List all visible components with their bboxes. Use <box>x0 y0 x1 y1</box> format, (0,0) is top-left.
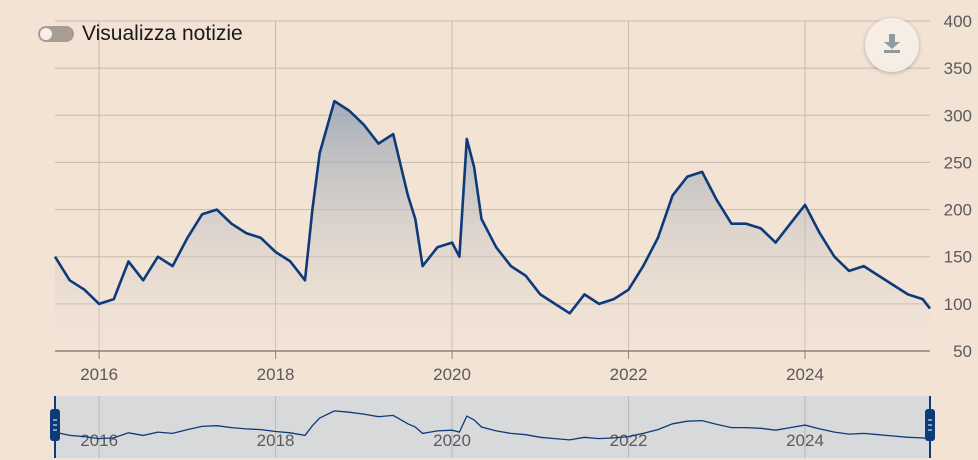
navigator-tick-label: 2018 <box>257 431 295 450</box>
y-tick-label: 100 <box>944 295 972 314</box>
news-toggle[interactable] <box>38 26 74 42</box>
navigator-tick-label: 2020 <box>433 431 471 450</box>
navigator-tick-label: 2024 <box>786 431 824 450</box>
y-tick-label: 200 <box>944 201 972 220</box>
download-button[interactable] <box>865 18 919 72</box>
y-tick-label: 300 <box>944 106 972 125</box>
navigator-grid <box>98 396 806 458</box>
navigator-handle-right[interactable] <box>925 396 935 458</box>
y-tick-label: 400 <box>944 12 972 31</box>
toggle-knob <box>40 28 52 40</box>
range-navigator[interactable]: 2016 2018 2020 2022 2024 <box>50 396 935 458</box>
series-area <box>55 101 930 351</box>
navigator-series-line <box>54 410 931 441</box>
y-tick-label: 350 <box>944 59 972 78</box>
y-tick-label: 50 <box>953 342 972 361</box>
x-tick-label: 2022 <box>610 365 648 384</box>
x-tick-label: 2020 <box>433 365 471 384</box>
navigator-x-axis: 2016 2018 2020 2022 2024 <box>80 431 824 450</box>
navigator-tick-label: 2016 <box>80 431 118 450</box>
download-icon <box>881 32 903 59</box>
navigator-tick-label: 2022 <box>610 431 648 450</box>
y-tick-label: 150 <box>944 248 972 267</box>
x-tick-label: 2024 <box>786 365 824 384</box>
x-axis: 2016 2018 2020 2022 2024 <box>80 351 824 384</box>
y-tick-label: 250 <box>944 153 972 172</box>
news-toggle-label: Visualizza notizie <box>82 22 243 45</box>
series-line <box>53 99 932 315</box>
x-tick-label: 2016 <box>80 365 118 384</box>
news-toggle-group[interactable]: Visualizza notizie <box>38 20 243 48</box>
navigator-handle-left[interactable] <box>50 396 60 458</box>
x-tick-label: 2018 <box>257 365 295 384</box>
y-axis: 400 350 300 250 200 150 100 50 <box>944 12 972 361</box>
